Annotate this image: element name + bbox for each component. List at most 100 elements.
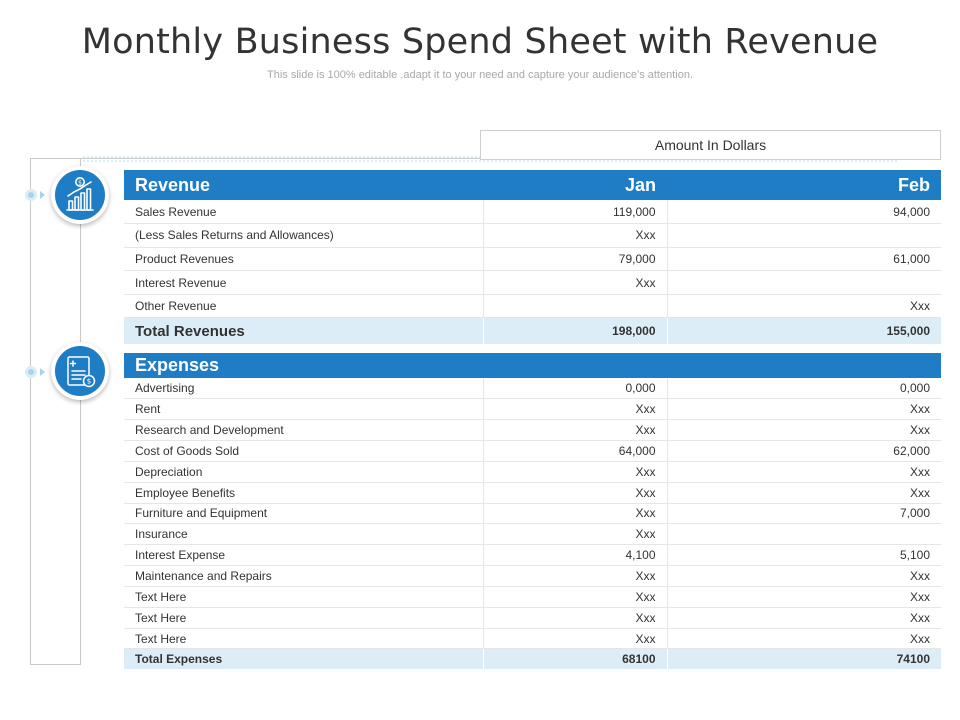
row-label: Product Revenues (124, 247, 483, 272)
cell-jan: Xxx (482, 503, 667, 525)
row-label: Maintenance and Repairs (124, 565, 483, 587)
row-label: Text Here (124, 628, 483, 650)
table-row: Text Here Xxx Xxx (124, 586, 941, 608)
row-label: (Less Sales Returns and Allowances) (124, 223, 483, 248)
column-header-jan: Jan (483, 170, 667, 200)
cell-jan: 0,000 (482, 378, 667, 400)
table-row: Advertising 0,000 0,000 (124, 378, 941, 400)
expenses-header-row: Expenses (124, 353, 941, 378)
cell-feb: 7,000 (666, 503, 941, 525)
cell-jan: 119,000 (482, 200, 667, 225)
revenue-header-label: Revenue (124, 170, 483, 200)
expenses-header-jan (483, 353, 667, 378)
row-label: Interest Expense (124, 544, 483, 567)
total-feb: 74100 (666, 648, 941, 669)
cell-jan (482, 294, 667, 319)
cell-jan: Xxx (482, 628, 667, 650)
cell-jan: Xxx (482, 523, 667, 546)
cell-jan: Xxx (482, 223, 667, 248)
table-row: Rent Xxx Xxx (124, 398, 941, 421)
amount-in-dollars-label: Amount In Dollars (480, 130, 941, 160)
page-title: Monthly Business Spend Sheet with Revenu… (81, 22, 879, 62)
row-label: Rent (124, 398, 483, 421)
cell-feb: 94,000 (666, 200, 941, 225)
cell-jan: 79,000 (482, 247, 667, 272)
expenses-icon-badge: $ (51, 342, 109, 400)
row-label: Other Revenue (124, 294, 483, 319)
expense-receipt-icon: $ (55, 346, 105, 396)
table-row: Interest Expense 4,100 5,100 (124, 544, 941, 567)
revenue-header-row: Revenue Jan Feb (124, 170, 941, 200)
table-row: Text Here Xxx Xxx (124, 607, 941, 629)
row-label: Employee Benefits (124, 482, 483, 504)
total-revenues-row: Total Revenues 198,000 155,000 (124, 317, 941, 344)
row-label: Interest Revenue (124, 270, 483, 295)
cell-jan: Xxx (482, 482, 667, 504)
expenses-connector-dot (25, 366, 37, 378)
cell-feb: 0,000 (666, 378, 941, 400)
row-label: Sales Revenue (124, 200, 483, 225)
table-row: Text Here Xxx Xxx (124, 628, 941, 650)
row-label: Research and Development (124, 419, 483, 442)
cell-jan: Xxx (482, 607, 667, 629)
cell-feb: 62,000 (666, 440, 941, 462)
cell-feb: Xxx (666, 419, 941, 442)
cell-feb: Xxx (666, 628, 941, 650)
expenses-header-label: Expenses (124, 353, 483, 378)
table-row: Research and Development Xxx Xxx (124, 419, 941, 442)
row-label: Furniture and Equipment (124, 503, 483, 525)
table-row: Product Revenues 79,000 61,000 (124, 247, 941, 272)
cell-feb (666, 270, 941, 295)
table-row: Furniture and Equipment Xxx 7,000 (124, 503, 941, 525)
table-row: Employee Benefits Xxx Xxx (124, 482, 941, 504)
revenue-connector-arrow (40, 191, 45, 199)
cell-feb: Xxx (666, 607, 941, 629)
row-label: Depreciation (124, 461, 483, 483)
row-label: Text Here (124, 586, 483, 608)
page-subtitle: This slide is 100% editable .adapt it to… (266, 69, 694, 81)
table-row: Maintenance and Repairs Xxx Xxx (124, 565, 941, 587)
table-row: Insurance Xxx (124, 523, 941, 546)
total-expenses-row: Total Expenses 68100 74100 (124, 648, 941, 669)
expenses-connector-arrow (40, 368, 45, 376)
row-label: Cost of Goods Sold (124, 440, 483, 462)
table-row: Interest Revenue Xxx (124, 270, 941, 295)
total-label: Total Revenues (124, 317, 483, 344)
timeline-frame (30, 158, 81, 665)
cell-feb: Xxx (666, 398, 941, 421)
timeline-frame-inner (80, 158, 81, 665)
svg-text:$: $ (87, 378, 91, 386)
cell-jan: 64,000 (482, 440, 667, 462)
svg-text:$: $ (78, 180, 82, 187)
revenue-connector-dot (25, 189, 37, 201)
revenue-icon-badge: $ (51, 166, 109, 224)
total-feb: 155,000 (666, 317, 941, 344)
cell-feb: Xxx (666, 294, 941, 319)
row-label: Text Here (124, 607, 483, 629)
total-jan: 198,000 (482, 317, 667, 344)
table-row: Sales Revenue 119,000 94,000 (124, 200, 941, 225)
expenses-header-feb (667, 353, 941, 378)
cell-jan: 4,100 (482, 544, 667, 567)
revenue-table: Revenue Jan Feb Sales Revenue 119,000 94… (124, 170, 941, 344)
total-label: Total Expenses (124, 648, 483, 669)
cell-feb: Xxx (666, 482, 941, 504)
table-row: Other Revenue Xxx (124, 294, 941, 319)
cell-jan: Xxx (482, 565, 667, 587)
cell-jan: Xxx (482, 461, 667, 483)
revenue-growth-chart-icon: $ (55, 170, 105, 220)
table-row: Cost of Goods Sold 64,000 62,000 (124, 440, 941, 462)
cell-feb (666, 223, 941, 248)
row-label: Insurance (124, 523, 483, 546)
total-jan: 68100 (482, 648, 667, 669)
table-row: (Less Sales Returns and Allowances) Xxx (124, 223, 941, 248)
cell-feb: Xxx (666, 586, 941, 608)
cell-feb (666, 523, 941, 546)
cell-feb: 61,000 (666, 247, 941, 272)
cell-feb: Xxx (666, 565, 941, 587)
expenses-table: Expenses Advertising 0,000 0,000 Rent Xx… (124, 353, 941, 669)
cell-jan: Xxx (482, 586, 667, 608)
cell-jan: Xxx (482, 270, 667, 295)
cell-feb: 5,100 (666, 544, 941, 567)
table-row: Depreciation Xxx Xxx (124, 461, 941, 483)
